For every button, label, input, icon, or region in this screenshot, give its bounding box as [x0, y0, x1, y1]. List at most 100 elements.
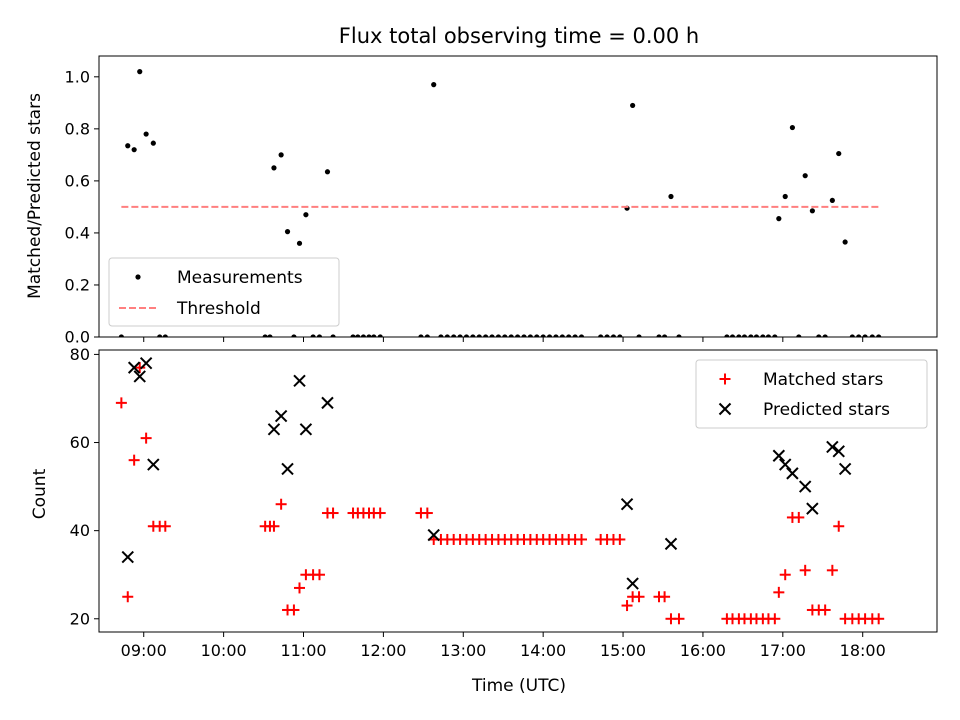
- measurement-point: [765, 334, 772, 337]
- predicted-star-point: [427, 528, 440, 542]
- measurement-point: [816, 334, 822, 337]
- measurement-point: [822, 334, 828, 337]
- measurement-point: [736, 334, 742, 337]
- predicted-star-point: [664, 537, 678, 551]
- measurement-point: [271, 165, 277, 171]
- measurement-point: [617, 334, 623, 337]
- measurement-point: [310, 334, 316, 337]
- measurement-point: [157, 334, 163, 337]
- matched-star-point: [621, 600, 633, 612]
- measurement-point: [457, 334, 463, 337]
- matched-star-point: [140, 432, 152, 444]
- measurement-point: [316, 334, 323, 337]
- x-axis-label: Time (UTC): [471, 676, 566, 696]
- measurement-point: [125, 143, 131, 149]
- measurement-point: [849, 334, 855, 337]
- legend-marker-predicted: [718, 402, 732, 416]
- legend-box: [695, 359, 928, 429]
- predicted-star-point: [626, 577, 639, 590]
- bottom-x-tick-label: 18:00: [840, 641, 886, 660]
- measurement-point: [143, 131, 149, 137]
- measurement-point: [330, 334, 336, 337]
- top-y-tick-label: 0.4: [65, 223, 90, 242]
- bottom-y-tick-label: 40: [70, 521, 90, 540]
- measurement-point: [782, 193, 788, 200]
- top-y-tick-label: 1.0: [65, 67, 90, 86]
- measurement-point: [355, 334, 361, 337]
- top-series-group: [118, 69, 882, 337]
- measurement-point: [521, 334, 527, 337]
- measurement-point: [559, 334, 565, 337]
- predicted-star-point: [299, 423, 313, 436]
- top-plot-area: 0.0 0.2 0.4 0.6 0.8 1.0 Measurements Threshold: [65, 55, 938, 347]
- bottom-x-tick-label: 10:00: [201, 641, 247, 660]
- matched-star-point: [773, 586, 785, 598]
- bottom-x-tick-label: 13:00: [440, 641, 486, 660]
- measurement-point: [856, 334, 862, 337]
- measurement-point: [438, 334, 444, 337]
- measurement-point: [278, 152, 284, 158]
- measurement-point: [578, 334, 585, 337]
- measurement-point: [476, 334, 482, 337]
- legend-marker-measurements: [135, 274, 141, 280]
- measurement-point: [262, 334, 268, 337]
- matched-star-point: [799, 564, 811, 576]
- measurement-point: [729, 334, 736, 337]
- predicted-star-point: [274, 409, 288, 423]
- measurement-point: [150, 140, 156, 146]
- predicted-star-point: [832, 445, 845, 458]
- predicted-star-point: [133, 370, 146, 383]
- measurement-point: [118, 334, 124, 337]
- measurement-point: [291, 334, 297, 337]
- measurement-point: [515, 334, 521, 337]
- bottom-x-tick-label: 16:00: [680, 641, 726, 660]
- measurement-point: [534, 334, 540, 337]
- predicted-star-point: [139, 357, 153, 370]
- measurement-point: [444, 334, 450, 337]
- bottom-x-tick-label: 14:00: [520, 641, 566, 660]
- predicted-star-point: [121, 550, 134, 564]
- measurement-point: [572, 334, 578, 337]
- measurement-point: [724, 334, 730, 337]
- top-y-axis-label: Matched/Predicted stars: [25, 93, 45, 299]
- bottom-y-axis-label: Count: [30, 468, 50, 519]
- matched-star-point: [288, 604, 300, 616]
- top-axes-frame: [98, 55, 938, 338]
- measurement-point: [508, 334, 514, 337]
- matched-star-point: [769, 613, 781, 625]
- legend-label: Matched stars: [763, 370, 883, 390]
- bottom-x-tick-label: 15:00: [600, 641, 646, 660]
- measurement-point: [842, 239, 848, 245]
- top-y-tick-label: 0.6: [65, 171, 90, 190]
- measurement-point: [137, 69, 143, 75]
- measurement-point: [598, 334, 604, 337]
- measurement-point: [431, 82, 437, 88]
- matched-star-point: [873, 613, 885, 625]
- measurement-point: [377, 334, 383, 337]
- matched-star-point: [673, 613, 685, 625]
- bottom-x-tick-label: 09:00: [121, 641, 167, 660]
- matched-star-point: [122, 591, 134, 603]
- bottom-axes-frame: [98, 349, 938, 633]
- measurement-point: [424, 334, 430, 337]
- predicted-star-point: [321, 396, 334, 410]
- matched-star-point: [159, 520, 171, 532]
- measurement-point: [489, 334, 495, 337]
- measurement-point: [741, 334, 748, 337]
- bottom-legend: Matched stars Predicted stars: [695, 359, 928, 429]
- measurement-point: [502, 334, 508, 337]
- measurement-point: [610, 334, 617, 337]
- chart-title: Flux total observing time = 0.00 h: [339, 24, 699, 48]
- measurement-point: [162, 334, 168, 337]
- matched-star-point: [134, 362, 146, 374]
- bottom-x-tick-label: 17:00: [760, 641, 806, 660]
- measurement-point: [366, 334, 372, 337]
- measurement-point: [802, 173, 808, 179]
- measurement-point: [829, 197, 835, 204]
- predicted-star-point: [786, 467, 799, 480]
- measurement-point: [676, 334, 682, 337]
- bottom-x-tick-label: 12:00: [360, 641, 406, 660]
- measurement-point: [540, 334, 546, 337]
- measurement-point: [748, 334, 754, 337]
- legend-label: Measurements: [177, 268, 303, 288]
